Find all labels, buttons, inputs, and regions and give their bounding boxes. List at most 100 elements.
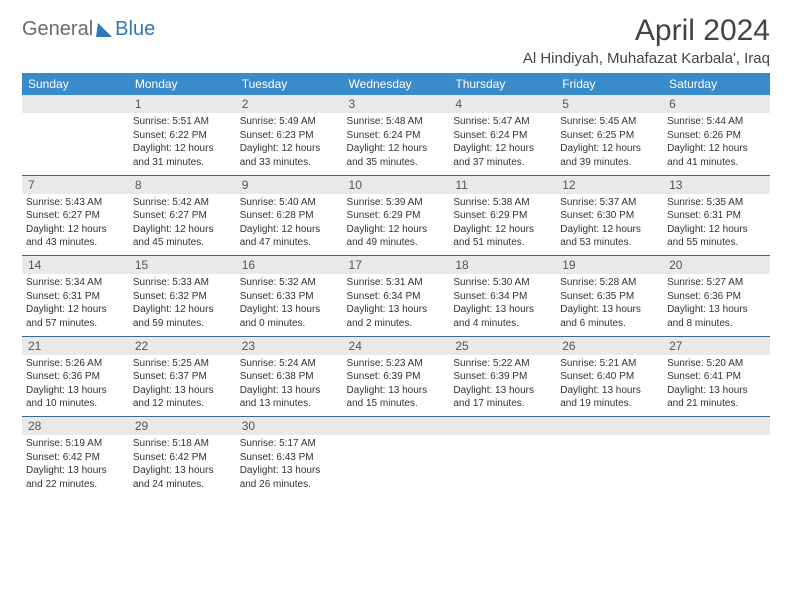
sunrise-line: Sunrise: 5:35 AM [667, 196, 766, 210]
logo-text-general: General [22, 18, 93, 41]
sunset-line: Sunset: 6:32 PM [133, 290, 232, 304]
sunrise-line: Sunrise: 5:43 AM [26, 196, 125, 210]
weekday-header: Sunday [22, 73, 129, 95]
weekday-header: Friday [556, 73, 663, 95]
sunrise-line: Sunrise: 5:40 AM [240, 196, 339, 210]
sunrise-line: Sunrise: 5:47 AM [453, 115, 552, 129]
day-number-cell: 21 [22, 336, 129, 355]
sunset-line: Sunset: 6:24 PM [347, 129, 446, 143]
sunset-line: Sunset: 6:36 PM [26, 370, 125, 384]
sunrise-line: Sunrise: 5:28 AM [560, 276, 659, 290]
location-subtitle: Al Hindiyah, Muhafazat Karbala', Iraq [523, 50, 770, 67]
sunrise-line: Sunrise: 5:30 AM [453, 276, 552, 290]
day-number-cell [22, 95, 129, 113]
sunset-line: Sunset: 6:24 PM [453, 129, 552, 143]
day-content-cell: Sunrise: 5:39 AMSunset: 6:29 PMDaylight:… [343, 194, 450, 256]
day-content-cell: Sunrise: 5:34 AMSunset: 6:31 PMDaylight:… [22, 274, 129, 336]
day-content-cell: Sunrise: 5:33 AMSunset: 6:32 PMDaylight:… [129, 274, 236, 336]
daylight-line: Daylight: 12 hours and 55 minutes. [667, 223, 766, 250]
day-number-cell: 12 [556, 175, 663, 194]
sunrise-line: Sunrise: 5:23 AM [347, 357, 446, 371]
weekday-header: Wednesday [343, 73, 450, 95]
weekday-header: Tuesday [236, 73, 343, 95]
day-number-cell [556, 417, 663, 436]
day-number-cell: 29 [129, 417, 236, 436]
daylight-line: Daylight: 13 hours and 19 minutes. [560, 384, 659, 411]
sunrise-line: Sunrise: 5:31 AM [347, 276, 446, 290]
day-number-cell: 20 [663, 256, 770, 275]
day-number-cell: 4 [449, 95, 556, 113]
day-content-cell: Sunrise: 5:21 AMSunset: 6:40 PMDaylight:… [556, 355, 663, 417]
day-number-cell: 5 [556, 95, 663, 113]
day-number-cell: 2 [236, 95, 343, 113]
day-number-cell: 13 [663, 175, 770, 194]
weekday-header: Monday [129, 73, 236, 95]
day-content-cell: Sunrise: 5:35 AMSunset: 6:31 PMDaylight:… [663, 194, 770, 256]
day-number-cell: 30 [236, 417, 343, 436]
logo-text-blue: Blue [115, 18, 155, 41]
day-content-cell: Sunrise: 5:19 AMSunset: 6:42 PMDaylight:… [22, 435, 129, 497]
daylight-line: Daylight: 12 hours and 35 minutes. [347, 142, 446, 169]
day-content-row: Sunrise: 5:34 AMSunset: 6:31 PM Daylight:… [22, 274, 770, 336]
day-number-cell: 8 [129, 175, 236, 194]
sunrise-line: Sunrise: 5:38 AM [453, 196, 552, 210]
sunset-line: Sunset: 6:27 PM [26, 209, 125, 223]
sunrise-line: Sunrise: 5:34 AM [26, 276, 125, 290]
sunset-line: Sunset: 6:34 PM [347, 290, 446, 304]
daylight-line: Daylight: 13 hours and 12 minutes. [133, 384, 232, 411]
day-number-cell: 28 [22, 417, 129, 436]
sunset-line: Sunset: 6:30 PM [560, 209, 659, 223]
sunrise-line: Sunrise: 5:26 AM [26, 357, 125, 371]
day-content-cell: Sunrise: 5:48 AMSunset: 6:24 PMDaylight:… [343, 113, 450, 175]
day-content-row: Sunrise: 5:43 AMSunset: 6:27 PMDaylight:… [22, 194, 770, 256]
sunset-line: Sunset: 6:33 PM [240, 290, 339, 304]
day-number-cell: 22 [129, 336, 236, 355]
day-number-row: 282930 [22, 417, 770, 436]
month-title: April 2024 [523, 14, 770, 48]
sunset-line: Sunset: 6:31 PM [26, 290, 125, 304]
calendar-header-row: Sunday Monday Tuesday Wednesday Thursday… [22, 73, 770, 95]
sunrise-line: Sunrise: 5:22 AM [453, 357, 552, 371]
logo-triangle-icon [96, 23, 114, 37]
day-content-cell: Sunrise: 5:32 AMSunset: 6:33 PMDaylight:… [236, 274, 343, 336]
day-number-row: 14151617181920 [22, 256, 770, 275]
sunset-line: Sunset: 6:43 PM [240, 451, 339, 465]
sunrise-line: Sunrise: 5:42 AM [133, 196, 232, 210]
sunset-line: Sunset: 6:25 PM [560, 129, 659, 143]
day-content-row: Sunrise: 5:26 AMSunset: 6:36 PM Daylight:… [22, 355, 770, 417]
sunset-line: Sunset: 6:40 PM [560, 370, 659, 384]
day-number-cell: 25 [449, 336, 556, 355]
logo: General Blue [22, 18, 155, 41]
day-content-cell: Sunrise: 5:25 AMSunset: 6:37 PMDaylight:… [129, 355, 236, 417]
day-number-cell: 26 [556, 336, 663, 355]
day-number-cell: 1 [129, 95, 236, 113]
daylight-line: Daylight: 13 hours and 22 minutes. [26, 464, 125, 491]
daylight-line: Daylight: 12 hours and 49 minutes. [347, 223, 446, 250]
daylight-line: Daylight: 12 hours and 53 minutes. [560, 223, 659, 250]
daylight-line: Daylight: 13 hours and 8 minutes. [667, 303, 766, 330]
day-number-cell: 11 [449, 175, 556, 194]
sunset-line: Sunset: 6:22 PM [133, 129, 232, 143]
day-content-cell: Sunrise: 5:47 AMSunset: 6:24 PMDaylight:… [449, 113, 556, 175]
daylight-line: Daylight: 13 hours and 4 minutes. [453, 303, 552, 330]
day-number-cell: 7 [22, 175, 129, 194]
sunrise-line: Sunrise: 5:33 AM [133, 276, 232, 290]
day-content-cell: Sunrise: 5:23 AMSunset: 6:39 PMDaylight:… [343, 355, 450, 417]
daylight-line: Daylight: 12 hours and 37 minutes. [453, 142, 552, 169]
daylight-line: Daylight: 12 hours and 39 minutes. [560, 142, 659, 169]
day-content-cell: Sunrise: 5:37 AMSunset: 6:30 PMDaylight:… [556, 194, 663, 256]
day-content-row: Sunrise: 5:51 AMSunset: 6:22 PMDaylight:… [22, 113, 770, 175]
daylight-line: Daylight: 12 hours and 43 minutes. [26, 223, 125, 250]
sunrise-line: Sunrise: 5:45 AM [560, 115, 659, 129]
day-content-cell: Sunrise: 5:42 AMSunset: 6:27 PMDaylight:… [129, 194, 236, 256]
day-content-cell: Sunrise: 5:24 AMSunset: 6:38 PMDaylight:… [236, 355, 343, 417]
day-content-cell: Sunrise: 5:38 AMSunset: 6:29 PMDaylight:… [449, 194, 556, 256]
title-block: April 2024 Al Hindiyah, Muhafazat Karbal… [523, 14, 770, 67]
sunset-line: Sunset: 6:31 PM [667, 209, 766, 223]
daylight-line: Daylight: 13 hours and 6 minutes. [560, 303, 659, 330]
day-content-cell: Sunrise: 5:26 AMSunset: 6:36 PMDaylight:… [22, 355, 129, 417]
sunset-line: Sunset: 6:41 PM [667, 370, 766, 384]
daylight-line: Daylight: 13 hours and 13 minutes. [240, 384, 339, 411]
day-number-cell: 24 [343, 336, 450, 355]
day-content-cell: Sunrise: 5:40 AMSunset: 6:28 PMDaylight:… [236, 194, 343, 256]
